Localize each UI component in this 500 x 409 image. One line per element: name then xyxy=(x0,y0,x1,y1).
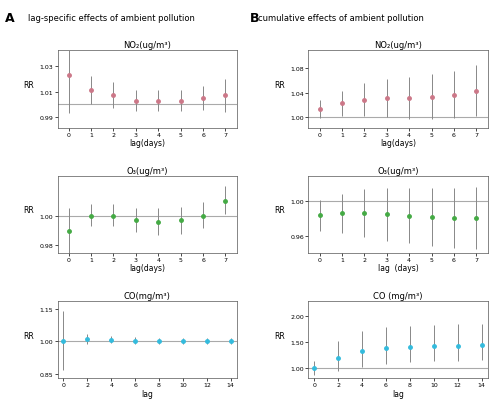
Y-axis label: RR: RR xyxy=(274,81,284,90)
X-axis label: lag  (days): lag (days) xyxy=(378,264,418,273)
Y-axis label: RR: RR xyxy=(23,331,34,340)
X-axis label: lag(days): lag(days) xyxy=(380,139,416,148)
Title: CO (mg/m³): CO (mg/m³) xyxy=(373,291,422,300)
Text: lag-specific effects of ambient pollution: lag-specific effects of ambient pollutio… xyxy=(28,14,194,23)
Text: B: B xyxy=(250,12,260,25)
Title: O₃(ug/m³): O₃(ug/m³) xyxy=(377,166,418,175)
Title: CO(mg/m³): CO(mg/m³) xyxy=(124,291,170,300)
Y-axis label: RR: RR xyxy=(23,206,34,215)
Title: NO₂(ug/m³): NO₂(ug/m³) xyxy=(123,41,171,50)
Title: O₃(ug/m³): O₃(ug/m³) xyxy=(126,166,168,175)
X-axis label: lag: lag xyxy=(141,389,153,398)
X-axis label: lag(days): lag(days) xyxy=(129,139,165,148)
Text: cumulative effects of ambient pollution: cumulative effects of ambient pollution xyxy=(258,14,424,23)
Title: NO₂(ug/m³): NO₂(ug/m³) xyxy=(374,41,422,50)
X-axis label: lag: lag xyxy=(392,389,404,398)
Text: A: A xyxy=(5,12,15,25)
Y-axis label: RR: RR xyxy=(274,206,284,215)
Y-axis label: RR: RR xyxy=(23,81,34,90)
Y-axis label: RR: RR xyxy=(274,331,284,340)
X-axis label: lag(days): lag(days) xyxy=(129,264,165,273)
